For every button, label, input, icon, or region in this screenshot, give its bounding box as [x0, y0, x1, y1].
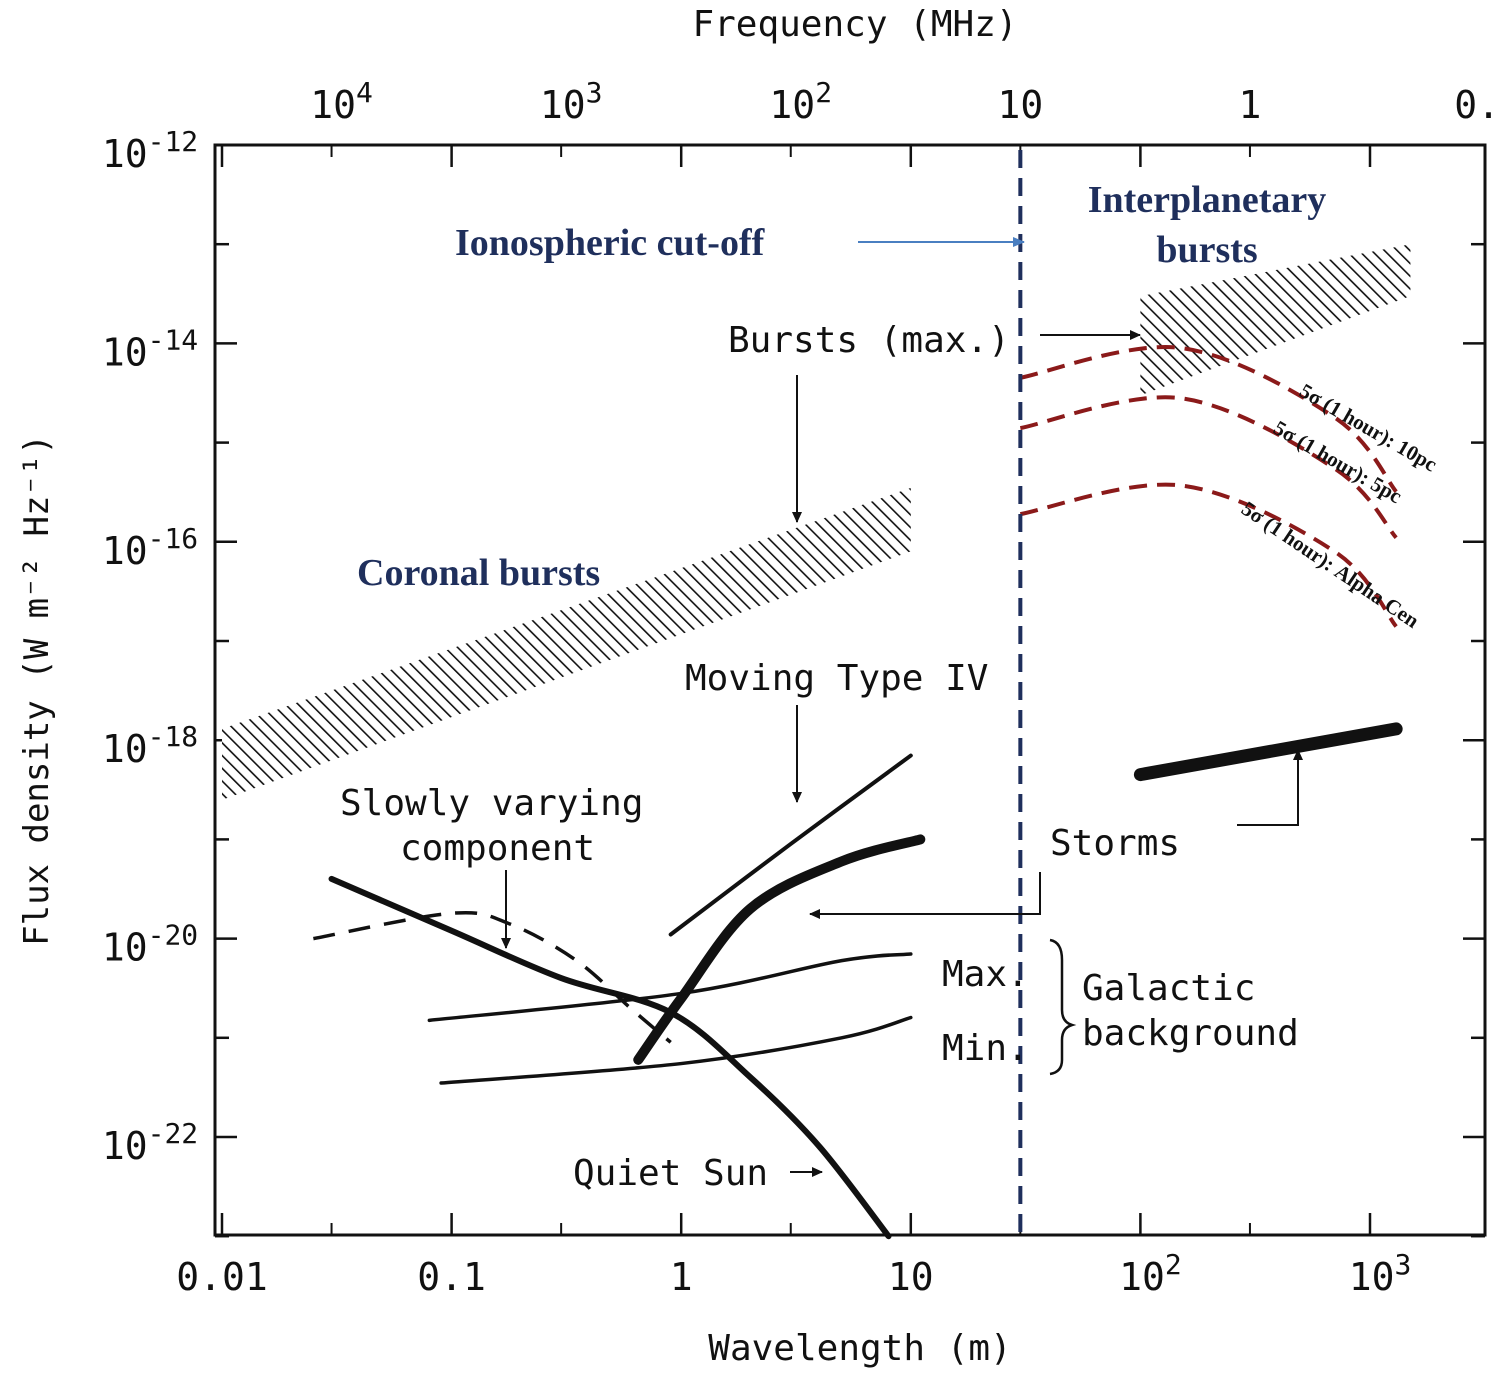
- y-tick-label: 10-16: [102, 522, 198, 573]
- series-slowly-varying-component: [313, 910, 672, 1044]
- data-series: [313, 345, 1403, 1240]
- y-tick-label: 10-14: [102, 323, 198, 374]
- series-galactic-background-max: [427, 952, 913, 1023]
- x-tick-labels: 0.01 0.1 1 10 102 103: [176, 1248, 1411, 1299]
- galactic-brace: [1049, 938, 1077, 1076]
- top-x-tick-label: 104: [310, 76, 373, 127]
- y-axis-title: Flux density (W m⁻² Hz⁻¹): [17, 434, 57, 946]
- interplanetary-label-line1: Interplanetary: [1088, 179, 1327, 221]
- y-tick-label: 10-12: [102, 125, 198, 176]
- storms-arrow-coronal: [809, 872, 1041, 919]
- storms-label: Storms: [1050, 823, 1180, 864]
- top-axis-title: Frequency (MHz): [692, 4, 1017, 45]
- galactic-min-label: Min.: [942, 1028, 1029, 1069]
- axis-ticks: [215, 143, 1485, 1238]
- series-storms-coronal: [633, 834, 926, 1065]
- x-tick-label: 103: [1349, 1248, 1412, 1299]
- galactic-max-label: Max.: [942, 954, 1029, 995]
- top-x-tick-label: 102: [769, 76, 832, 127]
- interplanetary-label-line2: bursts: [1156, 229, 1257, 271]
- x-axis-title: Wavelength (m): [708, 1328, 1011, 1369]
- top-x-tick-label: 103: [540, 76, 603, 127]
- top-x-tick-labels: 104 103 102 10 1 0.: [310, 76, 1500, 127]
- series-5-1-hour-alpha-cen: [1019, 482, 1398, 628]
- moving-type-iv-label: Moving Type IV: [685, 658, 988, 699]
- series-galactic-background-min: [439, 1015, 913, 1085]
- plot-frame: [213, 143, 1487, 1237]
- coronal-bursts-band: [222, 487, 911, 800]
- top-x-tick-label: 10: [997, 83, 1043, 127]
- x-tick-label: 10: [888, 1255, 934, 1299]
- bursts-max-label: Bursts (max.): [728, 320, 1010, 361]
- y-tick-labels: 10-12 10-14 10-16 10-18 10-20 10-22: [102, 125, 198, 1168]
- series-5-1-hour-10pc: [1019, 345, 1398, 493]
- x-tick-label: 0.01: [176, 1255, 268, 1299]
- y-tick-label: 10-22: [102, 1117, 198, 1168]
- galactic-label-line1: Galactic: [1082, 968, 1255, 1009]
- hatched-bands: [222, 244, 1411, 800]
- series-storms-interplanetary: [1133, 722, 1403, 782]
- quiet-sun-label: Quiet Sun: [573, 1153, 768, 1194]
- interplanetary-bursts-band: [1140, 244, 1411, 396]
- series-5-1-hour-5pc: [1019, 395, 1398, 540]
- top-x-tick-label: 1: [1239, 83, 1262, 127]
- x-tick-label: 1: [670, 1255, 693, 1299]
- label-alpha-cen: 5σ (1 hour): Alpha Cen: [1237, 496, 1424, 633]
- storms-arrow-interplanetary: [1237, 749, 1303, 826]
- slowly-varying-label-line2: component: [400, 828, 595, 869]
- galactic-label-line2: background: [1082, 1013, 1299, 1054]
- slowly-varying-label-line1: Slowly varying: [340, 783, 643, 824]
- x-tick-label: 0.1: [417, 1255, 486, 1299]
- x-tick-label: 102: [1119, 1248, 1182, 1299]
- top-x-tick-label: 0.: [1454, 83, 1500, 127]
- y-tick-label: 10-20: [102, 919, 198, 970]
- coronal-bursts-label: Coronal bursts: [357, 552, 600, 594]
- y-tick-label: 10-18: [102, 720, 198, 771]
- series-moving-type-iv: [668, 753, 913, 937]
- ionospheric-cutoff-label: Ionospheric cut-off: [455, 222, 766, 264]
